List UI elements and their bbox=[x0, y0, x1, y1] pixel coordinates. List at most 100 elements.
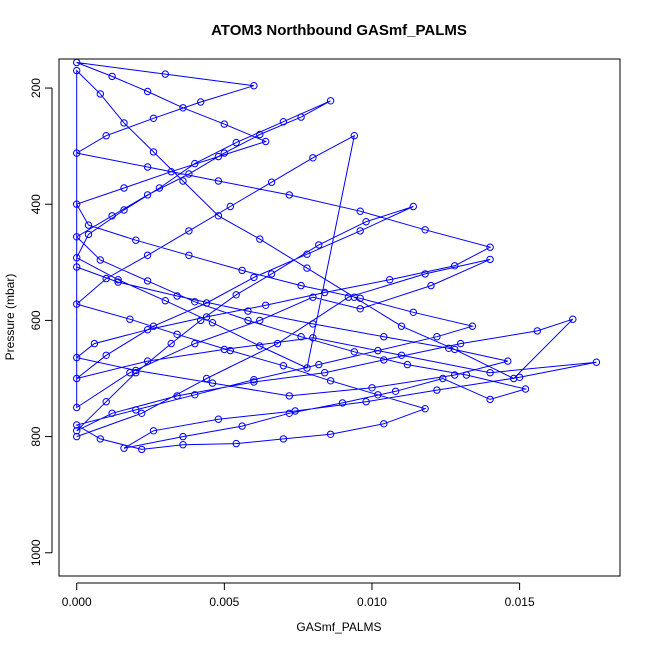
data-point bbox=[179, 432, 187, 441]
x-tick-label: 0.015 bbox=[505, 595, 535, 609]
data-point bbox=[297, 113, 305, 121]
data-point bbox=[73, 263, 81, 271]
data-point bbox=[132, 406, 140, 414]
data-point bbox=[132, 236, 140, 244]
data-point bbox=[84, 221, 93, 229]
data-point bbox=[297, 281, 305, 290]
data-point bbox=[126, 315, 134, 323]
data-point bbox=[138, 409, 146, 417]
data-point bbox=[143, 191, 152, 199]
y-tick-label: 200 bbox=[29, 78, 43, 98]
data-point bbox=[73, 200, 81, 208]
data-point bbox=[214, 212, 223, 220]
data-point bbox=[149, 148, 158, 156]
x-axis-label: GASmf_PALMS bbox=[296, 620, 381, 634]
data-point bbox=[143, 163, 152, 171]
data-point bbox=[197, 316, 205, 325]
data-point bbox=[386, 276, 394, 284]
data-point bbox=[149, 114, 158, 123]
data-point bbox=[285, 409, 293, 417]
data-point bbox=[326, 377, 335, 385]
data-point bbox=[179, 441, 187, 449]
data-point bbox=[250, 273, 258, 282]
data-point bbox=[191, 391, 199, 399]
data-point bbox=[391, 387, 400, 395]
data-point bbox=[73, 427, 81, 435]
data-point bbox=[214, 152, 223, 161]
data-point bbox=[326, 97, 335, 105]
data-point bbox=[132, 369, 140, 377]
data-point bbox=[468, 322, 477, 330]
data-point bbox=[279, 435, 288, 443]
data-point bbox=[143, 277, 152, 285]
data-point bbox=[397, 351, 406, 359]
data-point bbox=[321, 288, 329, 297]
data-point bbox=[321, 369, 329, 377]
data-point bbox=[90, 339, 99, 348]
data-point bbox=[114, 278, 122, 286]
plot-frame bbox=[58, 58, 621, 577]
data-point bbox=[102, 274, 110, 283]
data-point bbox=[421, 226, 429, 234]
data-point bbox=[96, 256, 105, 264]
data-point bbox=[120, 119, 128, 127]
data-point bbox=[309, 320, 317, 328]
data-point bbox=[84, 230, 93, 239]
data-point bbox=[368, 384, 376, 392]
data-point bbox=[256, 235, 264, 243]
data-point bbox=[120, 444, 128, 452]
data-point bbox=[191, 159, 199, 168]
data-point bbox=[161, 297, 170, 305]
data-point bbox=[179, 104, 187, 112]
data-point bbox=[315, 360, 323, 369]
data-point bbox=[244, 316, 252, 325]
data-point bbox=[315, 241, 323, 249]
data-point bbox=[138, 445, 146, 454]
data-point bbox=[232, 439, 240, 448]
data-point bbox=[533, 327, 541, 335]
data-point bbox=[297, 333, 305, 341]
series-line bbox=[75, 62, 597, 450]
data-point bbox=[262, 301, 270, 309]
data-point bbox=[374, 391, 382, 399]
data-point bbox=[592, 358, 601, 366]
data-point bbox=[409, 202, 417, 211]
data-point bbox=[569, 315, 577, 323]
data-point bbox=[433, 386, 441, 394]
data-point bbox=[73, 432, 81, 441]
data-point bbox=[232, 138, 240, 147]
data-point bbox=[202, 299, 211, 307]
data-point bbox=[439, 374, 447, 383]
data-point bbox=[250, 378, 258, 386]
data-point bbox=[303, 250, 311, 258]
data-point bbox=[155, 184, 164, 192]
data-point bbox=[143, 87, 152, 96]
data-point bbox=[273, 339, 282, 348]
data-point bbox=[167, 339, 175, 348]
data-point bbox=[380, 420, 388, 428]
data-point bbox=[486, 395, 494, 404]
y-tick-label: 600 bbox=[29, 310, 43, 330]
axes: 0.000 0.005 0.010 0.015 200 400 600 800 1000 bbox=[29, 78, 535, 609]
x-tick-label: 0.010 bbox=[357, 595, 387, 609]
data-point bbox=[208, 379, 217, 387]
data-point bbox=[303, 364, 311, 372]
data-point bbox=[267, 270, 276, 278]
y-tick-label: 1000 bbox=[29, 539, 43, 566]
y-tick-label: 400 bbox=[29, 194, 43, 214]
data-point bbox=[362, 398, 370, 406]
data-point bbox=[108, 212, 116, 220]
data-point bbox=[167, 168, 175, 176]
data-point bbox=[285, 191, 293, 199]
data-point bbox=[220, 120, 229, 128]
data-point bbox=[267, 178, 276, 186]
data-point bbox=[338, 399, 347, 407]
y-tick-label: 800 bbox=[29, 426, 43, 446]
data-point bbox=[102, 398, 110, 406]
data-point bbox=[309, 334, 317, 342]
x-tick-label: 0.000 bbox=[62, 595, 92, 609]
data-point bbox=[350, 132, 358, 140]
data-point bbox=[226, 346, 235, 355]
data-point bbox=[108, 409, 116, 417]
